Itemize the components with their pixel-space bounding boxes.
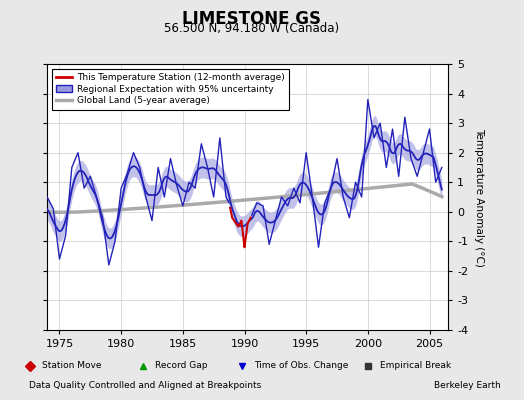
Text: Data Quality Controlled and Aligned at Breakpoints: Data Quality Controlled and Aligned at B…: [29, 381, 261, 390]
Y-axis label: Temperature Anomaly (°C): Temperature Anomaly (°C): [474, 128, 484, 266]
Legend: This Temperature Station (12-month average), Regional Expectation with 95% uncer: This Temperature Station (12-month avera…: [52, 68, 289, 110]
Text: Time of Obs. Change: Time of Obs. Change: [254, 362, 348, 370]
Text: 56.500 N, 94.180 W (Canada): 56.500 N, 94.180 W (Canada): [164, 22, 339, 35]
Text: Record Gap: Record Gap: [155, 362, 207, 370]
Text: Berkeley Earth: Berkeley Earth: [434, 381, 500, 390]
Text: LIMESTONE GS: LIMESTONE GS: [182, 10, 321, 28]
Text: Station Move: Station Move: [42, 362, 102, 370]
Text: Empirical Break: Empirical Break: [380, 362, 451, 370]
